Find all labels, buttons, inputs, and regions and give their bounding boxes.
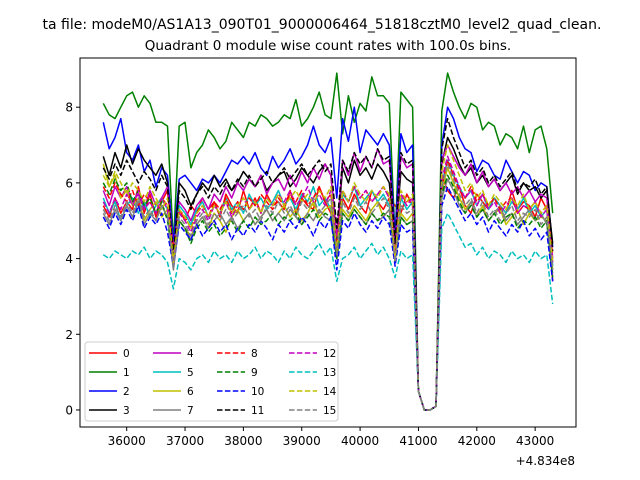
x-tick-label: 43000 [516, 434, 554, 448]
x-tick-label: 41000 [399, 434, 437, 448]
x-tick-label: 37000 [166, 434, 204, 448]
legend-label: 3 [123, 405, 130, 417]
y-axis: 0 2 4 6 8 [65, 101, 80, 417]
legend-label: 1 [123, 367, 130, 379]
x-offset-label: +4.834e8 [516, 454, 575, 468]
legend-label: 9 [251, 367, 258, 379]
x-tick-label: 40000 [341, 434, 379, 448]
series-line-11 [102, 117, 554, 411]
series-line-14 [102, 144, 554, 411]
legend-label: 2 [123, 386, 130, 398]
series-line-15 [102, 163, 554, 411]
legend-box [84, 341, 339, 422]
plot-frame [79, 57, 577, 428]
legend-label: 5 [187, 367, 194, 379]
series-line-13 [102, 212, 554, 411]
x-tick-label: 42000 [458, 434, 496, 448]
x-axis: 36000 37000 38000 39000 40000 41000 42000 43000 [108, 427, 554, 448]
y-tick-label: 6 [65, 176, 73, 190]
y-tick-label: 8 [65, 101, 73, 115]
y-tick-label: 0 [65, 403, 73, 417]
legend-label: 7 [187, 405, 194, 417]
legend-label: 6 [187, 386, 194, 398]
x-tick-label: 38000 [224, 434, 262, 448]
y-tick-label: 2 [65, 328, 73, 342]
legend-label: 12 [323, 348, 336, 360]
series-line-1 [102, 72, 554, 411]
legend-label: 13 [323, 367, 336, 379]
legend-label: 4 [187, 348, 194, 360]
series-line-10 [102, 185, 554, 411]
legend-label: 15 [323, 405, 336, 417]
legend-label: 0 [123, 348, 130, 360]
x-tick-label: 39000 [283, 434, 321, 448]
figure-suptitle: ta file: modeM0/AS1A13_090T01_9000006464… [43, 17, 602, 33]
legend-label: 10 [251, 386, 264, 398]
chart-title: Quadrant 0 module wise count rates with … [145, 38, 511, 54]
legend-label: 14 [323, 386, 337, 398]
series-line-9 [102, 174, 554, 411]
legend-label: 11 [251, 405, 264, 417]
y-tick-label: 4 [65, 252, 73, 266]
legend-label: 8 [251, 348, 258, 360]
x-tick-label: 36000 [108, 434, 146, 448]
plot-lines [102, 72, 554, 411]
